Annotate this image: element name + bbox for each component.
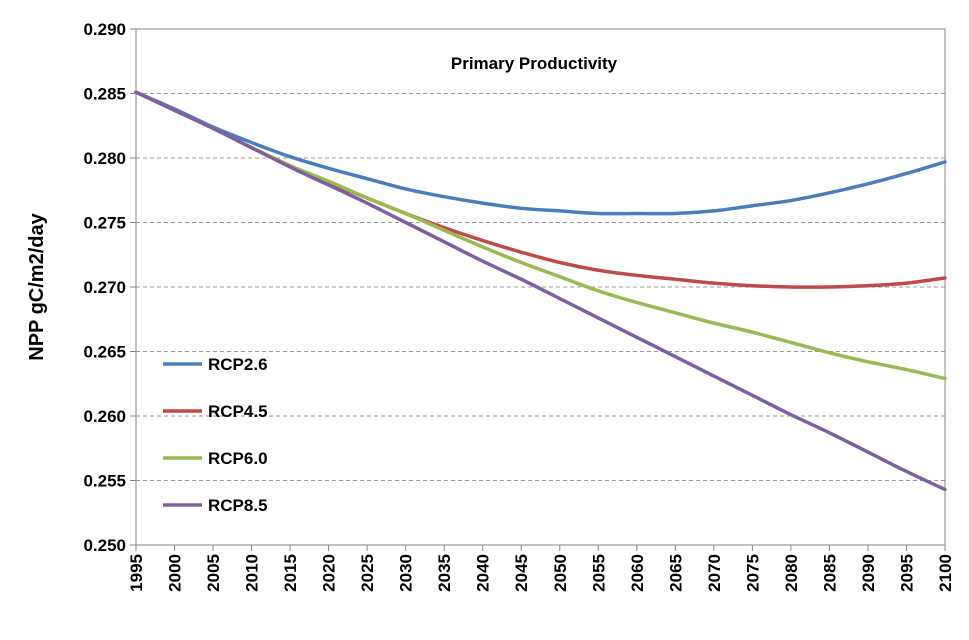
x-tick-label: 2030 xyxy=(397,554,416,592)
y-tick-label: 0.280 xyxy=(83,149,126,168)
legend-item-rcp2-6: RCP2.6 xyxy=(163,355,268,374)
x-tick-label: 2005 xyxy=(204,554,223,592)
x-tick-label: 2015 xyxy=(281,554,300,592)
series-lines xyxy=(134,90,947,492)
y-axis-ticks: 0.250 0.255 0.260 0.265 0.270 0.275 0.280 0.285… xyxy=(83,20,136,555)
legend-label: RCP4.5 xyxy=(208,402,268,421)
y-tick-label: 0.265 xyxy=(83,343,126,362)
series-line-rcp4-5 xyxy=(134,90,947,289)
legend-item-rcp8-5: RCP8.5 xyxy=(163,496,268,515)
x-tick-label: 2075 xyxy=(743,554,762,592)
x-tick-label: 2060 xyxy=(628,554,647,592)
legend: RCP2.6 RCP4.5 RCP6.0 RCP8.5 xyxy=(163,355,268,515)
x-tick-label: 2035 xyxy=(435,554,454,592)
y-tick-label: 0.260 xyxy=(83,407,126,426)
x-tick-label: 2070 xyxy=(705,554,724,592)
x-axis-ticks: 1995 2000 2005 2010 2015 2020 2025 2030 2035 2040… xyxy=(127,545,955,592)
y-tick-label: 0.275 xyxy=(83,214,126,233)
legend-label: RCP6.0 xyxy=(208,449,268,468)
y-tick-label: 0.255 xyxy=(83,472,126,491)
series-line-rcp8-5 xyxy=(134,90,947,492)
x-tick-label: 2000 xyxy=(166,554,185,592)
x-tick-label: 2010 xyxy=(243,554,262,592)
x-tick-label: 2065 xyxy=(666,554,685,592)
x-tick-label: 2025 xyxy=(358,554,377,592)
y-tick-label: 0.250 xyxy=(83,536,126,555)
x-tick-label: 2055 xyxy=(589,554,608,592)
x-tick-label: 2050 xyxy=(551,554,570,592)
y-tick-label: 0.270 xyxy=(83,278,126,297)
x-tick-label: 2020 xyxy=(320,554,339,592)
series-line-rcp6-0 xyxy=(134,90,947,381)
x-tick-label: 2085 xyxy=(820,554,839,592)
y-tick-label: 0.285 xyxy=(83,85,126,104)
series-line-rcp2-6 xyxy=(134,90,947,216)
legend-item-rcp6-0: RCP6.0 xyxy=(163,449,268,468)
x-tick-label: 2090 xyxy=(859,554,878,592)
x-tick-label: 2045 xyxy=(512,554,531,592)
x-tick-label: 1995 xyxy=(127,554,146,592)
legend-label: RCP8.5 xyxy=(208,496,268,515)
y-tick-label: 0.290 xyxy=(83,20,126,39)
legend-item-rcp4-5: RCP4.5 xyxy=(163,402,268,421)
x-tick-label: 2100 xyxy=(936,554,955,592)
y-axis-title: NPP gC/m2/day xyxy=(26,212,48,360)
x-tick-label: 2080 xyxy=(782,554,801,592)
legend-label: RCP2.6 xyxy=(208,355,268,374)
chart-title: Primary Productivity xyxy=(451,54,618,73)
x-tick-label: 2040 xyxy=(474,554,493,592)
x-tick-label: 2095 xyxy=(897,554,916,592)
